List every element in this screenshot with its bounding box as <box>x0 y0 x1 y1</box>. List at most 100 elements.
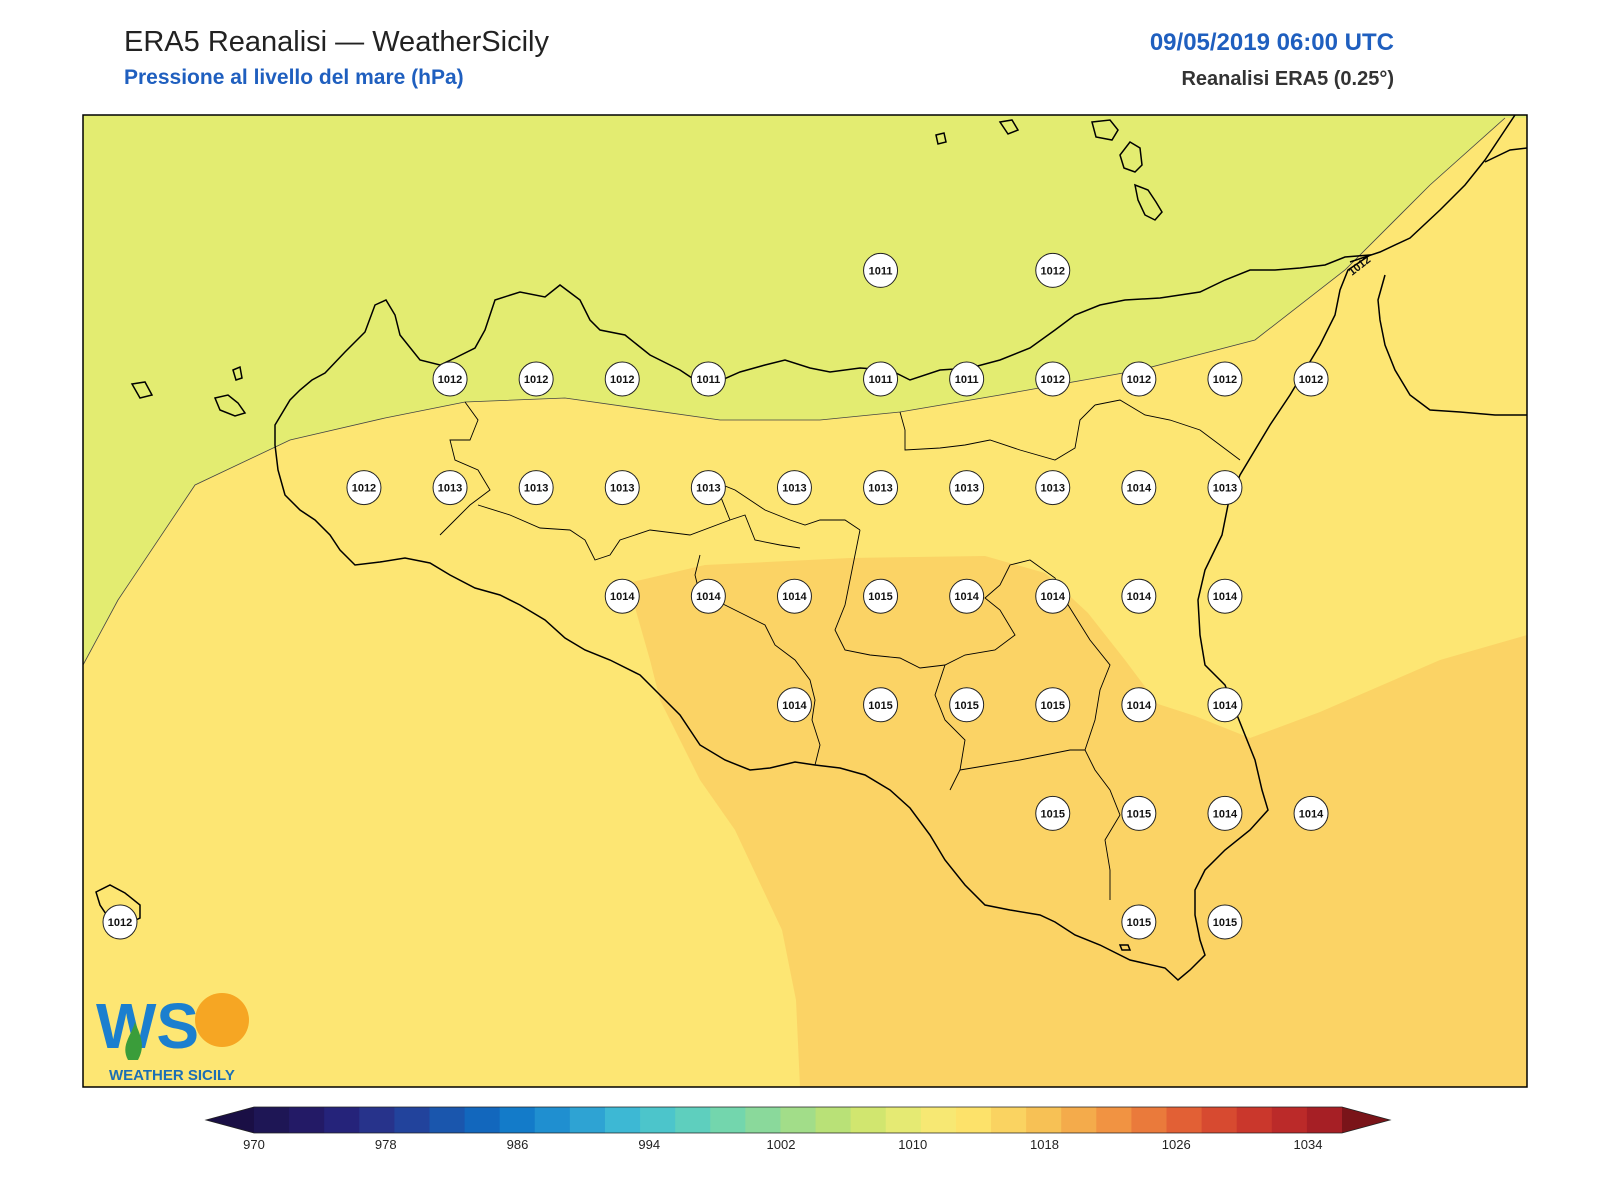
sicily-coast <box>274 254 1373 981</box>
station-marker: 1012 <box>1035 252 1071 288</box>
station-circle <box>1293 795 1329 831</box>
colorbar-segment <box>569 1107 606 1133</box>
station-circle <box>949 687 985 723</box>
aeolian-lipari <box>1133 183 1163 221</box>
station-marker: 1012 <box>102 904 138 940</box>
station-circle <box>1121 578 1157 614</box>
station-value: 1011 <box>869 265 893 277</box>
station-value: 1014 <box>1127 483 1152 495</box>
colorbar-segment <box>955 1107 992 1133</box>
station-circle <box>1207 578 1243 614</box>
station-value: 1012 <box>1213 374 1237 386</box>
station-marker: 1013 <box>1207 470 1243 506</box>
logo-text: WEATHER SICILY <box>109 1067 235 1084</box>
colorbar-segment <box>640 1107 676 1133</box>
station-marker: 1015 <box>1035 687 1071 723</box>
colorbar-segment <box>815 1107 852 1133</box>
station-marker: 1014 <box>1121 470 1157 506</box>
station-marker: 1015 <box>949 687 985 723</box>
station-value: 1013 <box>696 483 720 495</box>
station-circle <box>949 361 985 397</box>
station-circle <box>1035 361 1071 397</box>
station-circle <box>604 470 640 506</box>
pressure-band-1015 <box>628 556 1527 1087</box>
station-marker: 1011 <box>863 252 899 288</box>
station-value: 1015 <box>1041 700 1065 712</box>
map-frame <box>82 114 1528 1088</box>
station-marker: 1012 <box>346 470 382 506</box>
station-marker: 1015 <box>863 687 899 723</box>
colorbar-under-arrow <box>206 1107 254 1133</box>
colorbar: 970 978 986 994 1002 1010 1018 1026 1034 <box>204 1106 1392 1152</box>
station-circle <box>1121 687 1157 723</box>
colorbar-tick-label: 1010 <box>898 1137 927 1152</box>
station-marker: 1014 <box>1207 578 1243 614</box>
colorbar-over-arrow <box>1342 1107 1390 1133</box>
station-circle <box>863 361 899 397</box>
station-marker: 1014 <box>776 578 812 614</box>
pressure-field: 1012 <box>83 115 1527 1087</box>
boundary-palermo-messina <box>899 404 1096 461</box>
station-value: 1014 <box>1213 700 1238 712</box>
station-marker: 1012 <box>518 361 554 397</box>
station-value: 1014 <box>954 591 979 603</box>
station-circle <box>102 904 138 940</box>
colorbar-segment <box>710 1107 746 1133</box>
colorbar-tick-label: 986 <box>507 1137 529 1152</box>
colorbar-tick-label: 1002 <box>767 1137 796 1152</box>
station-value: 1011 <box>955 374 979 386</box>
colorbar-segment <box>289 1107 325 1133</box>
station-marker: 1012 <box>1035 361 1071 397</box>
station-value: 1012 <box>108 917 132 929</box>
station-circle <box>604 361 640 397</box>
boundary-catania-siracusa <box>1064 599 1121 900</box>
station-marker: 1013 <box>690 470 726 506</box>
colorbar-tick-label: 970 <box>243 1137 265 1152</box>
colorbar-segment <box>1026 1107 1062 1133</box>
colorbar-segment <box>1061 1107 1097 1133</box>
station-value: 1015 <box>1127 808 1151 820</box>
station-circle <box>1121 795 1157 831</box>
colorbar-tick-label: 1018 <box>1030 1137 1059 1152</box>
station-circle <box>1293 361 1329 397</box>
station-value: 1014 <box>610 591 635 603</box>
station-value: 1013 <box>868 483 892 495</box>
data-source: Reanalisi ERA5 (0.25°) <box>1181 68 1394 90</box>
station-circle <box>863 252 899 288</box>
colorbar-segment <box>324 1107 360 1133</box>
station-marker: 1014 <box>1293 795 1329 831</box>
station-marker: 1011 <box>863 361 899 397</box>
station-markers: 1011 1012 1012 1012 1012 1011 1011 1011 1012 1012… <box>102 252 1329 940</box>
station-circle <box>518 470 554 506</box>
colorbar-segment <box>604 1107 641 1133</box>
station-value: 1014 <box>1299 808 1324 820</box>
colorbar-segment <box>745 1107 782 1133</box>
station-circle <box>1035 252 1071 288</box>
station-circle <box>690 470 726 506</box>
colorbar-segment <box>394 1107 431 1133</box>
station-marker: 1012 <box>432 361 468 397</box>
station-circle <box>1035 687 1071 723</box>
station-circle <box>1207 795 1243 831</box>
station-circle <box>1207 361 1243 397</box>
station-value: 1014 <box>1127 700 1152 712</box>
station-circle <box>1121 361 1157 397</box>
station-marker: 1015 <box>1207 904 1243 940</box>
boundary-trapani-palermo <box>439 401 491 536</box>
station-marker: 1014 <box>1207 795 1243 831</box>
calabria-north-coast <box>1484 147 1527 163</box>
station-circle <box>949 470 985 506</box>
station-value: 1014 <box>782 591 807 603</box>
station-marker: 1011 <box>690 361 726 397</box>
ustica-island <box>935 132 947 145</box>
station-value: 1012 <box>610 374 634 386</box>
colorbar-segment <box>1201 1107 1238 1133</box>
colorbar-segment <box>1271 1107 1308 1133</box>
station-circle <box>432 361 468 397</box>
station-circle <box>776 470 812 506</box>
station-marker: 1013 <box>518 470 554 506</box>
map-title: ERA5 Reanalisi — WeatherSicily <box>124 26 549 58</box>
colorbar-segment <box>429 1107 466 1133</box>
station-value: 1012 <box>1041 374 1065 386</box>
colorbar-segment <box>991 1107 1027 1133</box>
